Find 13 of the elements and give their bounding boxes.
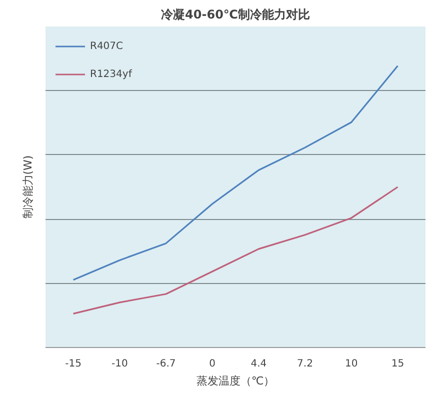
legend-label: R407C: [90, 40, 124, 52]
x-tick-label: -10: [111, 358, 128, 370]
x-axis-title: 蒸发温度（℃）: [196, 374, 275, 388]
legend-label: R1234yf: [90, 68, 132, 80]
x-tick-label: 0: [209, 358, 216, 370]
x-tick-label: -15: [65, 358, 82, 370]
x-tick-label: 7.2: [297, 358, 313, 370]
x-tick-label: 10: [344, 358, 358, 370]
x-tick-label: -6.7: [156, 358, 176, 370]
x-tick-label: 4.4: [250, 358, 267, 370]
x-tick-label: 15: [391, 358, 404, 370]
y-axis-title: 制冷能力(W): [22, 155, 34, 219]
chart-title: 冷凝40-60℃制冷能力对比: [161, 8, 310, 22]
